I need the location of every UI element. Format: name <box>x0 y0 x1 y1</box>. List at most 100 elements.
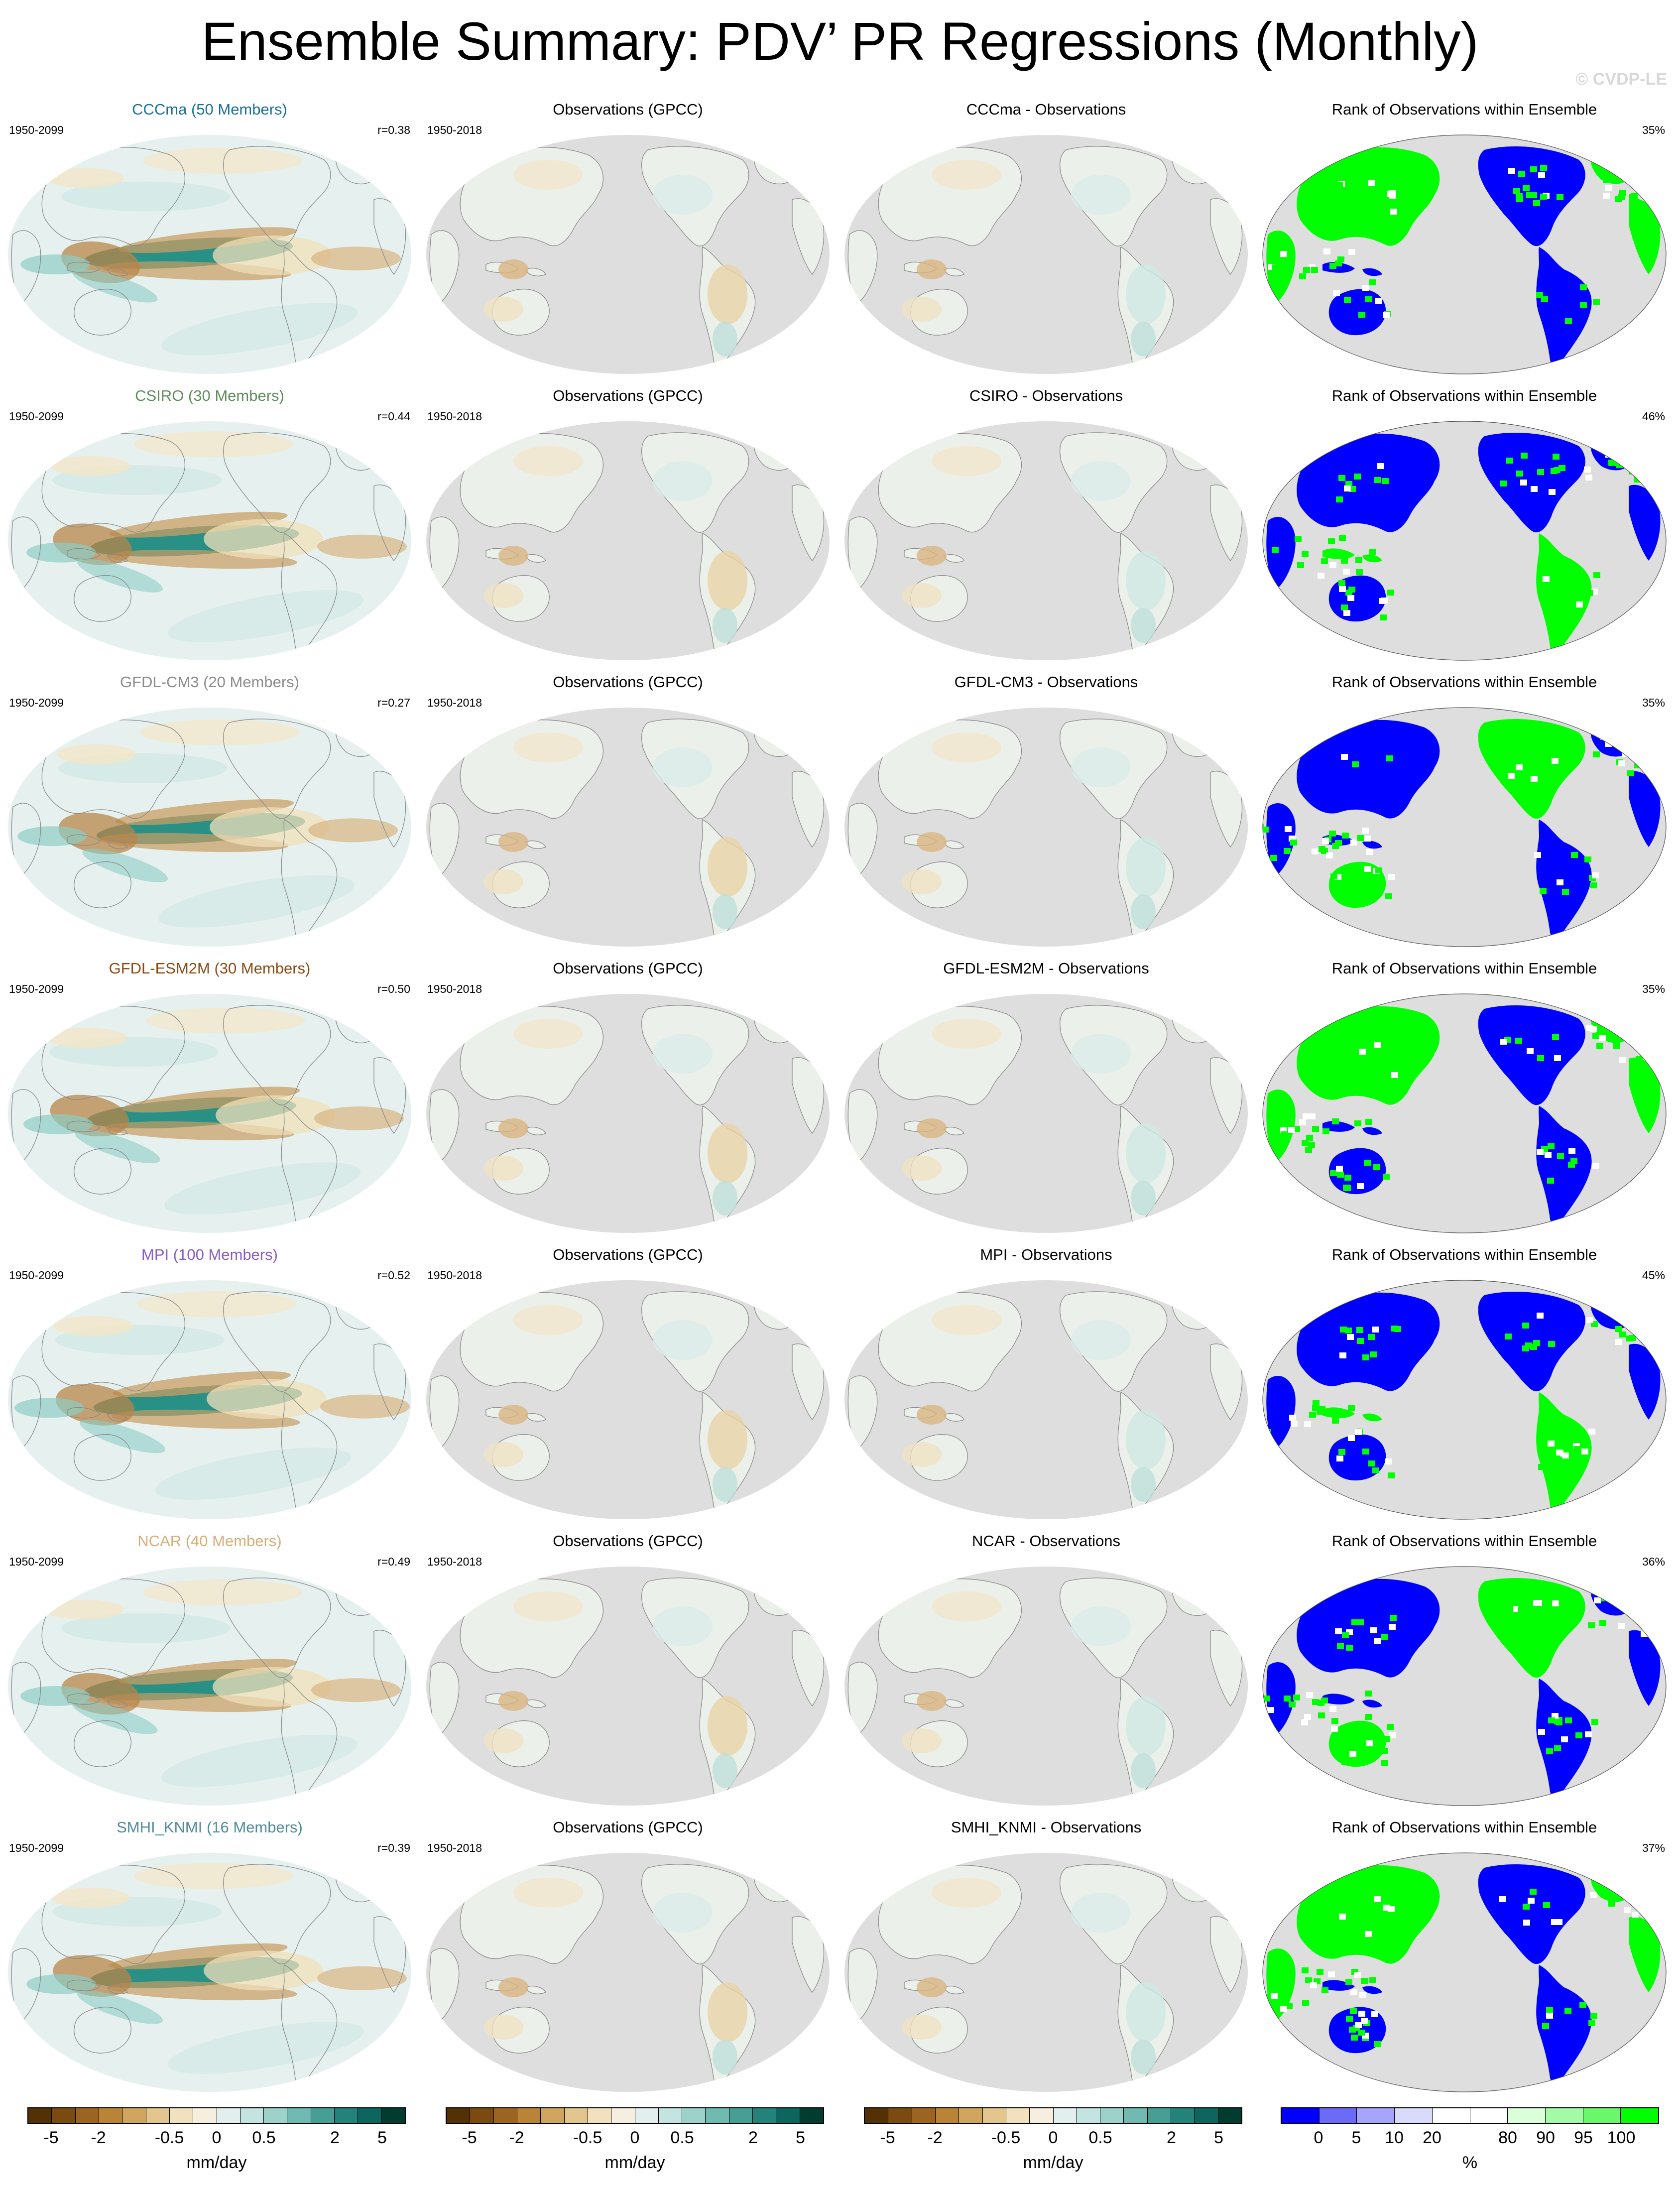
precip-anomaly <box>1071 1606 1131 1646</box>
rank-region <box>1266 230 1296 304</box>
rank-cell <box>1374 1638 1381 1644</box>
map-border <box>1262 707 1667 947</box>
rank-cell <box>1561 1736 1568 1742</box>
continent-outline <box>847 1375 878 1451</box>
rank-percent-label: 35% <box>1642 982 1665 995</box>
rank-cell <box>1330 873 1337 879</box>
rank-cell <box>1368 1334 1375 1340</box>
rank-cell <box>1642 1313 1649 1319</box>
rank-region <box>1322 1121 1382 1135</box>
regression-colorbar: -5 -2 -0.5 0 0.5 2 5 mm/day <box>446 2107 824 2182</box>
rank-cell <box>1335 260 1342 266</box>
continent-outline <box>847 1662 878 1737</box>
continent-outline <box>847 1948 878 2023</box>
colorbar-tick-label: 0 <box>630 2128 640 2147</box>
period-label: 1950-2018 <box>427 1555 482 1568</box>
colorbar-swatch <box>1124 2108 1148 2123</box>
rank-region <box>1590 1583 1661 1706</box>
rank-cell <box>1354 1120 1361 1126</box>
rank-cell <box>1357 1338 1364 1344</box>
regression-contour <box>311 1678 401 1702</box>
colorbar-tick-label: -5 <box>880 2128 895 2147</box>
precip-anomaly <box>498 546 528 566</box>
regression-contour <box>50 1888 130 1908</box>
rank-cell <box>1554 467 1560 473</box>
rank-cell <box>1521 453 1528 459</box>
rank-cell <box>1552 758 1559 764</box>
continent-outline <box>11 803 41 878</box>
regression-contour <box>77 559 163 593</box>
rank-cell <box>1348 890 1355 896</box>
rank-cell <box>1619 190 1626 196</box>
rank-cell <box>1342 1632 1349 1638</box>
rank-cell <box>1506 1606 1513 1612</box>
precip-anomaly <box>708 837 747 897</box>
colorbar-swatch <box>193 2108 217 2123</box>
rank-cell <box>1599 1035 1606 1041</box>
panel-title: Observations (GPCC) <box>553 673 703 691</box>
precip-anomaly <box>483 1728 523 1753</box>
world-map <box>1262 993 1667 1233</box>
rank-cell <box>1293 1695 1300 1700</box>
panel-title: MPI (100 Members) <box>141 1246 278 1263</box>
precip-anomaly <box>708 1410 747 1469</box>
rank-cell <box>1309 1412 1316 1418</box>
rank-cell <box>1354 1972 1361 1978</box>
rank-cell <box>1592 872 1599 878</box>
map-layer <box>1263 1864 1661 2084</box>
panel-title: CSIRO - Observations <box>969 387 1123 404</box>
rank-cell <box>1365 1069 1372 1075</box>
precip-anomaly <box>713 894 737 929</box>
model-panel: CSIRO (30 Members) 1950-2099 r=0.44 <box>0 386 419 672</box>
rank-cell <box>1350 2008 1357 2014</box>
rank-cell <box>1613 1042 1620 1048</box>
colorbar-tick-label: 5 <box>1214 2128 1223 2147</box>
period-label: 1950-2099 <box>9 410 64 423</box>
continent-outline <box>11 230 41 305</box>
rank-cell <box>1547 1178 1554 1184</box>
rank-cell <box>1624 1907 1631 1913</box>
rank-cell <box>1619 1332 1626 1337</box>
rank-cell <box>1304 1421 1311 1427</box>
rank-region <box>1297 1578 1440 1678</box>
map-layer <box>1263 1291 1661 1511</box>
rank-cell <box>1590 2013 1597 2019</box>
rank-cell <box>1365 296 1372 302</box>
rank-cell <box>1373 1164 1380 1170</box>
precip-anomaly <box>917 1405 947 1425</box>
rank-region <box>1297 147 1440 246</box>
precip-anomaly <box>708 1123 747 1183</box>
rank-cell <box>1346 2016 1353 2022</box>
rank-cell <box>1309 1113 1316 1119</box>
map-layer <box>847 1005 1243 1225</box>
rank-cell <box>1345 1735 1352 1741</box>
rank-cell <box>1342 833 1349 839</box>
period-label: 1950-2099 <box>9 696 64 709</box>
rank-cell <box>1533 200 1540 206</box>
model-panel: NCAR (40 Members) 1950-2099 r=0.49 <box>0 1531 419 1817</box>
rank-cell <box>1527 1048 1534 1054</box>
rank-cell <box>1634 1319 1641 1325</box>
continent-outline <box>223 1864 331 1964</box>
world-map <box>426 994 830 1233</box>
rank-cell <box>1531 486 1538 492</box>
rank-cell <box>1370 1627 1377 1633</box>
rank-cell <box>1302 1140 1309 1146</box>
continent-outline <box>429 1375 460 1451</box>
colorbar-tick-label: 5 <box>1351 2128 1361 2147</box>
regression-contour <box>47 1028 127 1048</box>
colorbar-swatch <box>146 2108 170 2123</box>
map-layer <box>11 1291 410 1512</box>
precip-anomaly <box>932 1305 1001 1335</box>
rank-cell <box>1329 562 1336 568</box>
rank-region <box>1328 861 1386 908</box>
precip-anomaly <box>1126 1982 1166 2042</box>
colorbar-swatch <box>1357 2108 1395 2123</box>
rank-cell <box>1626 1603 1633 1609</box>
colorbar-tick-label: 100 <box>1607 2128 1636 2147</box>
rank-cell <box>1339 535 1346 541</box>
precip-anomaly <box>1131 2040 1156 2074</box>
regression-contour <box>213 1667 332 1707</box>
rank-region <box>1297 433 1440 532</box>
rank-cell <box>1343 1898 1350 1904</box>
